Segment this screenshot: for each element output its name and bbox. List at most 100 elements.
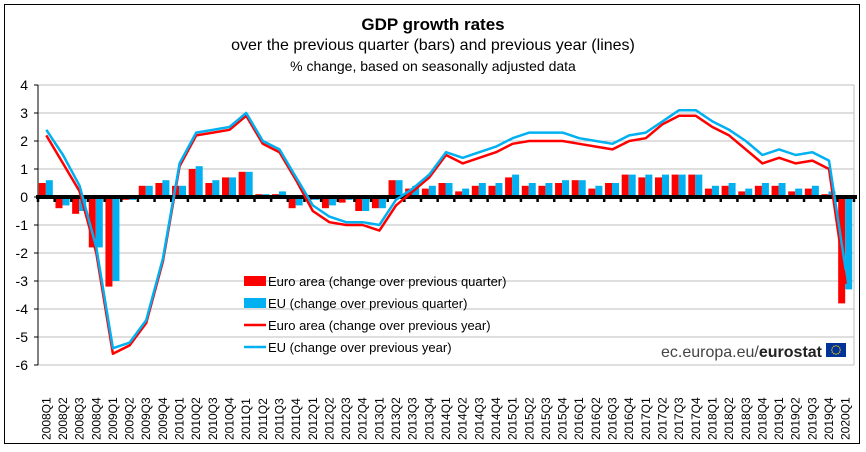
bar-euro-area-qoq — [788, 191, 796, 197]
bar-eu-qoq — [195, 166, 203, 197]
y-tick-label: -6 — [16, 357, 29, 373]
bar-eu-qoq — [512, 174, 520, 197]
source-url: ec.europa.eu/eurostat — [661, 344, 823, 361]
bar-eu-qoq — [695, 174, 703, 197]
legend-swatch — [244, 276, 266, 286]
x-tick-label: 2009Q1 — [106, 397, 120, 440]
eu-flag-star-icon — [837, 352, 839, 355]
legend-swatch — [244, 298, 266, 308]
bar-euro-area-qoq — [438, 183, 446, 197]
bar-eu-qoq — [795, 188, 803, 197]
x-tick-label: 2016Q4 — [622, 397, 636, 440]
bar-eu-qoq — [412, 185, 420, 197]
eu-flag-star-icon — [839, 349, 841, 351]
x-tick-label: 2018Q3 — [739, 397, 753, 440]
bar-euro-area-qoq — [671, 174, 679, 197]
x-tick-label: 2012Q4 — [356, 397, 370, 440]
bar-euro-area-qoq — [738, 191, 746, 197]
bar-euro-area-qoq — [555, 183, 563, 197]
gridlines — [38, 84, 855, 366]
x-tick-label: 2018Q1 — [705, 397, 719, 440]
bar-eu-qoq — [645, 174, 653, 197]
x-tick-label: 2011Q1 — [239, 398, 253, 440]
x-tick-label: 2016Q1 — [572, 397, 586, 440]
x-tick-label: 2019Q4 — [822, 397, 836, 440]
bar-euro-area-qoq — [138, 185, 146, 197]
y-tick-label: 1 — [20, 161, 28, 177]
eu-flag-star-icon — [831, 347, 834, 349]
bar-euro-area-qoq — [188, 169, 196, 197]
x-tick-label: 2010Q4 — [223, 397, 237, 440]
eu-flag-star-icon — [833, 345, 835, 348]
x-tick-label: 2017Q4 — [689, 397, 703, 440]
x-tick-label: 2015Q4 — [556, 397, 570, 440]
bar-eu-qoq — [745, 188, 753, 197]
bar-eu-qoq — [428, 185, 436, 197]
x-tick-label: 2011Q3 — [272, 398, 286, 440]
bar-eu-qoq — [229, 177, 237, 197]
bar-eu-qoq — [162, 180, 170, 197]
bar-eu-qoq — [295, 197, 303, 206]
bar-euro-area-qoq — [704, 188, 712, 197]
y-tick-label: 2 — [20, 133, 28, 149]
bar-eu-qoq — [245, 171, 253, 197]
x-tick-label: 2011Q4 — [289, 398, 303, 440]
bar-eu-qoq — [395, 180, 403, 197]
x-tick-label: 2014Q3 — [472, 397, 486, 440]
bar-euro-area-qoq — [155, 183, 163, 197]
bar-euro-area-qoq — [804, 188, 812, 197]
x-tick-label: 2012Q1 — [306, 397, 320, 440]
x-tick-label: 2016Q2 — [589, 397, 603, 440]
bar-euro-area-qoq — [505, 177, 513, 197]
eu-flag-star-icon — [838, 351, 841, 353]
chart-title: GDP growth rates — [361, 15, 505, 34]
bar-eu-qoq — [212, 180, 220, 197]
y-tick-label: 3 — [20, 105, 28, 121]
chart-subtitle-units: % change, based on seasonally adjusted d… — [290, 58, 576, 74]
line-eu-yoy — [45, 108, 847, 350]
bar-eu-qoq — [495, 183, 503, 197]
bar-euro-area-qoq — [388, 180, 396, 197]
x-tick-label: 2013Q3 — [406, 397, 420, 440]
y-axis: 4 3 2 1 0 -1 -2 -3 -4 -5 -6 — [16, 77, 39, 373]
bar-eu-qoq — [62, 197, 70, 206]
bar-eu-qoq — [628, 174, 636, 197]
bar-euro-area-qoq — [621, 174, 629, 197]
x-tick-label: 2012Q2 — [322, 397, 336, 440]
x-tick-label: 2016Q3 — [606, 397, 620, 440]
bar-eu-qoq — [45, 180, 53, 197]
bar-euro-area-qoq — [238, 171, 246, 197]
bar-eu-qoq — [661, 174, 669, 197]
x-tick-label: 2010Q2 — [189, 397, 203, 440]
legend-label: EU (change over previous quarter) — [268, 296, 467, 311]
eu-flag-star-icon — [835, 353, 837, 355]
bar-eu-qoq — [95, 197, 103, 248]
bar-eu-qoq — [562, 180, 570, 197]
bar-eu-qoq — [612, 183, 620, 197]
x-tick-label: 2010Q1 — [173, 397, 187, 440]
eu-flag-star-icon — [837, 345, 839, 348]
chart-frame — [4, 4, 860, 444]
bar-eu-qoq — [728, 183, 736, 197]
bar-euro-area-qoq — [521, 185, 529, 197]
bar-euro-area-qoq — [538, 185, 546, 197]
x-tick-label: 2017Q2 — [655, 397, 669, 440]
bar-eu-qoq — [528, 183, 536, 197]
x-tick-label: 2014Q2 — [456, 397, 470, 440]
bar-euro-area-qoq — [754, 185, 762, 197]
x-tick-label: 2018Q4 — [755, 397, 769, 440]
bar-euro-area-qoq — [455, 191, 463, 197]
bar-eu-qoq — [328, 197, 336, 206]
eu-flag-star-icon — [838, 347, 841, 349]
x-tick-label: 2017Q1 — [639, 397, 653, 440]
source-prefix: ec.europa.eu/ — [661, 344, 759, 361]
bar-eu-qoq — [179, 185, 187, 197]
x-tick-label: 2015Q3 — [539, 397, 553, 440]
x-tick-label: 2018Q2 — [722, 397, 736, 440]
x-axis: 2008Q1 2008Q2 2008Q3 2008Q4 2009Q1 2009Q2 2009… — [39, 397, 852, 440]
bar-euro-area-qoq — [471, 185, 479, 197]
bar-eu-qoq — [112, 197, 120, 281]
x-tick-label: 2014Q4 — [489, 397, 503, 440]
y-tick-label: -3 — [16, 273, 29, 289]
